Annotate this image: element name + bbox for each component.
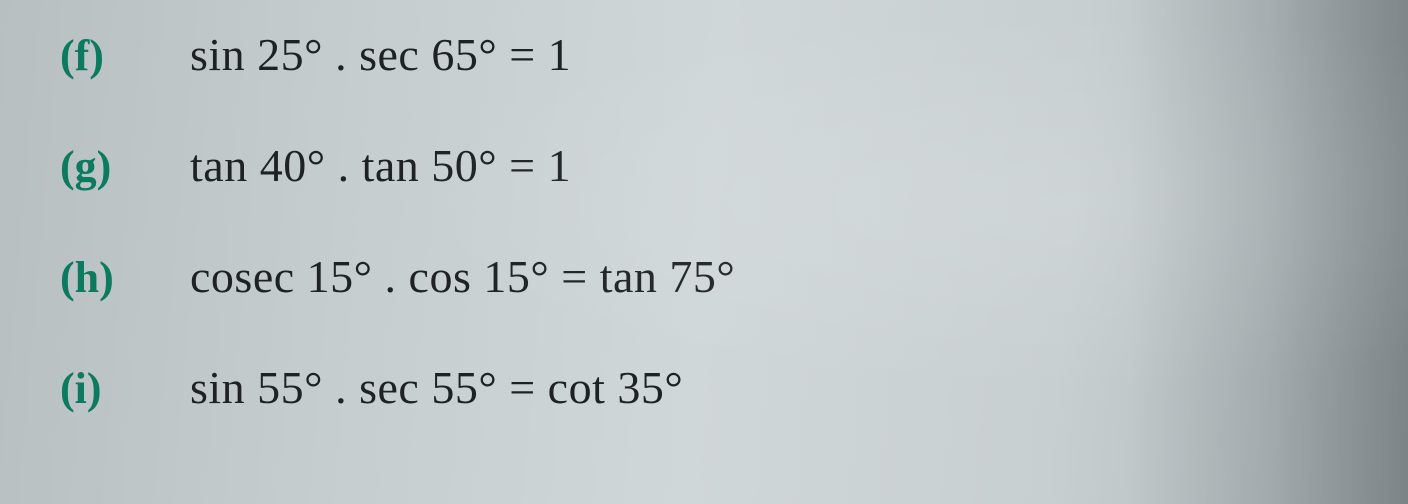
equation-h: cosec 15° . cos 15° = tan 75°: [190, 250, 735, 303]
equation-row: (h) cosec 15° . cos 15° = tan 75°: [60, 250, 1348, 303]
equation-f: sin 25° . sec 65° = 1: [190, 28, 571, 81]
item-label-i: (i): [60, 363, 190, 414]
equation-row: (g) tan 40° . tan 50° = 1: [60, 139, 1348, 192]
equation-g: tan 40° . tan 50° = 1: [190, 139, 571, 192]
item-label-g: (g): [60, 141, 190, 192]
equation-row: (i) sin 55° . sec 55° = cot 35°: [60, 361, 1348, 414]
item-label-f: (f): [60, 30, 190, 81]
equation-row: (f) sin 25° . sec 65° = 1: [60, 28, 1348, 81]
item-label-h: (h): [60, 252, 190, 303]
equation-i: sin 55° . sec 55° = cot 35°: [190, 361, 683, 414]
